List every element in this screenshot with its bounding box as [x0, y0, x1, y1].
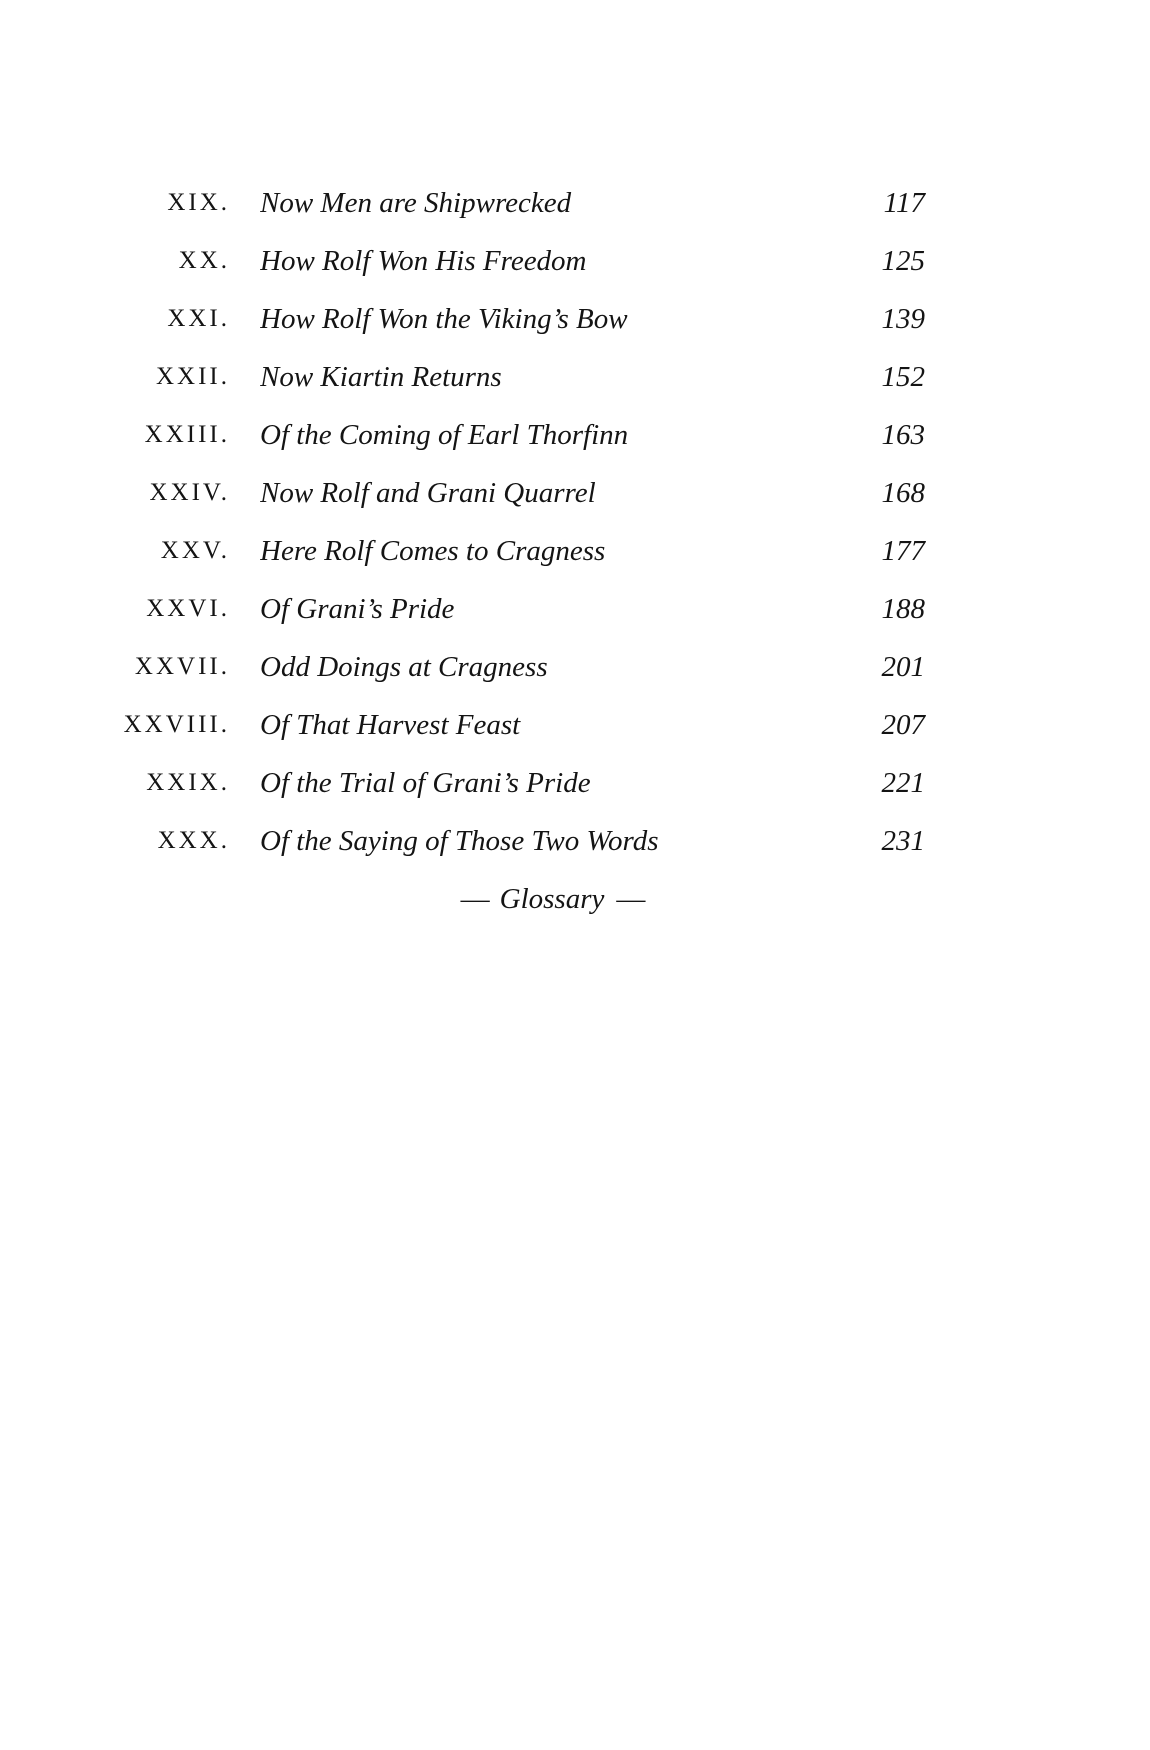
chapter-page-number: 207	[881, 708, 926, 741]
chapter-numeral: XX.	[178, 247, 230, 274]
chapter-title: Of the Coming of Earl Thorfinn	[260, 418, 629, 451]
right-dash: —	[616, 882, 645, 915]
chapter-numeral: XXVII.	[134, 653, 230, 680]
chapter-page-number: 177	[881, 534, 926, 567]
toc-entry: XXIII. Of the Coming of Earl Thorfinn 16…	[0, 406, 1150, 464]
chapter-page-number: 201	[881, 650, 926, 683]
toc-entry: XXVII. Odd Doings at Cragness 201	[0, 638, 1150, 696]
chapter-numeral: XXVI.	[146, 595, 230, 622]
chapter-numeral: XXIII.	[144, 421, 230, 448]
toc-entry: XXV. Here Rolf Comes to Cragness 177	[0, 522, 1150, 580]
chapter-page-number: 117	[883, 186, 925, 219]
chapter-title: Of That Harvest Feast	[260, 708, 521, 741]
chapter-numeral: XXX.	[157, 827, 230, 854]
toc-entry: XXI. How Rolf Won the Viking’s Bow 139	[0, 290, 1150, 348]
toc-entry: XXII. Now Kiartin Returns 152	[0, 348, 1150, 406]
toc-entry-list: XIX. Now Men are Shipwrecked 117 XX. How…	[0, 174, 1150, 870]
toc-entry: XXX. Of the Saying of Those Two Words 23…	[0, 812, 1150, 870]
chapter-numeral: XIX.	[167, 189, 230, 216]
toc-entry: XIX. Now Men are Shipwrecked 117	[0, 174, 1150, 232]
chapter-title: Now Rolf and Grani Quarrel	[260, 476, 596, 509]
chapter-numeral: XXIV.	[149, 479, 230, 506]
chapter-page-number: 139	[881, 302, 926, 335]
chapter-title: Of Grani’s Pride	[260, 592, 455, 625]
glossary-label: Glossary	[499, 882, 605, 915]
toc-entry: XXVIII. Of That Harvest Feast 207	[0, 696, 1150, 754]
chapter-title: Odd Doings at Cragness	[260, 650, 548, 683]
chapter-page-number: 163	[881, 418, 926, 451]
chapter-title: Of the Trial of Grani’s Pride	[260, 766, 591, 799]
chapter-page-number: 152	[881, 360, 926, 393]
chapter-page-number: 168	[881, 476, 926, 509]
toc-entry: XXIX. Of the Trial of Grani’s Pride 221	[0, 754, 1150, 812]
chapter-page-number: 188	[881, 592, 926, 625]
chapter-title: Here Rolf Comes to Cragness	[260, 534, 606, 567]
chapter-page-number: 221	[881, 766, 926, 799]
chapter-numeral: XXVIII.	[123, 711, 230, 738]
chapter-title: Now Men are Shipwrecked	[260, 186, 572, 219]
left-dash: —	[460, 882, 490, 915]
toc-entry: XX. How Rolf Won His Freedom 125	[0, 232, 1150, 290]
chapter-title: How Rolf Won the Viking’s Bow	[260, 302, 628, 335]
chapter-title: How Rolf Won His Freedom	[260, 244, 587, 277]
toc-entry: XXIV. Now Rolf and Grani Quarrel 168	[0, 464, 1150, 522]
chapter-numeral: XXIX.	[146, 769, 230, 796]
chapter-numeral: XXV.	[160, 537, 230, 564]
chapter-page-number: 125	[881, 244, 926, 277]
chapter-numeral: XXI.	[167, 305, 230, 332]
chapter-numeral: XXII.	[155, 363, 230, 390]
toc-entry: XXVI. Of Grani’s Pride 188	[0, 580, 1150, 638]
chapter-title: Of the Saying of Those Two Words	[260, 824, 659, 857]
chapter-page-number: 231	[881, 824, 926, 857]
chapter-title: Now Kiartin Returns	[260, 360, 502, 393]
glossary-line: — Glossary —	[0, 870, 1104, 928]
table-of-contents: XIX. Now Men are Shipwrecked 117 XX. How…	[0, 174, 1150, 928]
